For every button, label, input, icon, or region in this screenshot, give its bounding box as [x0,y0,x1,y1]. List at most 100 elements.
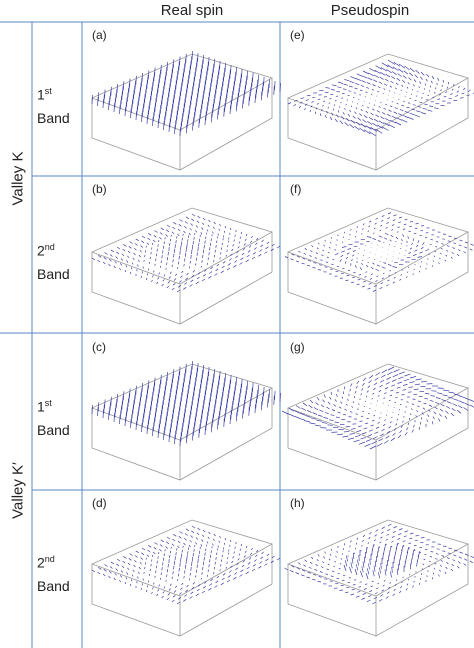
vector-arrow [246,70,248,81]
vector-arrow [195,593,199,597]
vector-arrow [173,94,175,104]
vector-arrow [395,236,399,240]
box-top [286,363,470,441]
vector-arrow [184,533,188,536]
vector-arrow [387,64,394,69]
vector-arrow [152,275,154,278]
vector-arrow [230,565,233,569]
vector-arrow [391,535,395,538]
vector-arrow [365,271,368,273]
vector-arrow [417,240,420,243]
vector-arrow [116,251,120,255]
vector-arrow [394,547,398,554]
vector-arrow [199,383,201,394]
vector-arrow [201,227,204,230]
vector-arrow [258,566,262,569]
vector-arrow [149,568,151,572]
vector-arrow [248,406,250,416]
vector-arrow [196,220,200,224]
vector-arrow [367,542,370,545]
vector-arrow [132,404,134,414]
vector-arrow [173,560,176,565]
vector-arrow [151,391,154,401]
vector-arrow [211,546,213,549]
vector-arrow [91,257,96,261]
vector-arrow [411,429,414,433]
vector-field [91,525,281,605]
vector-arrow [344,261,347,264]
vector-arrow [180,432,182,442]
vector-arrow [379,384,383,388]
vector-arrow [374,69,381,74]
vector-arrow [409,532,414,535]
vector-arrow [396,418,399,421]
vector-arrow [200,265,202,268]
vector-arrow [170,418,173,428]
vector-arrow [466,94,470,97]
vector-arrow [378,120,384,125]
vector-arrow [412,273,414,276]
vector-arrow [201,590,206,594]
vector-arrow [436,82,438,86]
vector-arrow [353,245,358,248]
vector-arrow [350,281,355,284]
vector-arrow [406,583,409,586]
vector-arrow [225,93,227,103]
vector-arrow [185,589,189,593]
vector-arrow [179,219,183,222]
vector-arrow [155,565,158,569]
vector-arrow [126,407,128,417]
vector-arrow [331,570,335,573]
vector-arrow [415,534,420,537]
vector-field [287,59,474,137]
vector-arrow [204,552,206,556]
vector-arrow [273,85,275,95]
vector-arrow [383,440,389,444]
vector-arrow [141,418,144,428]
vector-arrow [463,251,466,254]
vector-arrow [157,244,159,247]
vector-arrow [336,394,338,397]
vector-arrow [259,249,263,252]
vector-arrow [373,118,379,123]
vector-arrow [341,246,347,248]
vector-arrow [313,407,318,411]
vector-arrow [368,102,370,104]
vector-arrow [197,215,201,219]
vector-arrow [145,589,148,593]
vector-arrow [404,218,408,221]
vector-arrow [190,255,192,259]
vector-arrow [314,424,322,427]
vector-arrow [189,100,191,110]
vector-arrow [195,263,197,266]
vector-arrow [223,417,225,427]
vector-arrow [403,535,407,538]
vector-arrow [158,240,160,243]
vector-arrow [186,429,188,439]
vector-arrow [385,103,387,106]
vector-arrow [380,536,383,539]
vector-arrow [371,580,374,583]
vector-arrow [186,84,188,94]
vector-arrow [387,366,395,371]
vector-arrow [357,278,361,281]
vector-arrow [329,396,332,400]
vector-arrow [373,79,378,83]
vector-arrow [200,379,202,389]
vector-arrow [216,240,218,244]
vector-arrow [210,77,212,88]
vector-arrow [162,90,164,100]
vector-arrow [448,391,455,394]
vector-arrow [158,552,160,555]
vector-arrow [381,369,388,374]
vector-arrow [188,232,191,236]
vector-arrow [308,566,312,569]
vector-arrow [362,539,364,543]
vector-arrow [442,550,446,552]
vector-arrow [190,405,192,415]
vector-arrow [209,559,211,563]
vector-arrow [385,596,389,599]
vector-arrow [152,116,154,127]
vector-arrow [240,383,242,393]
vector-arrow [224,408,227,418]
